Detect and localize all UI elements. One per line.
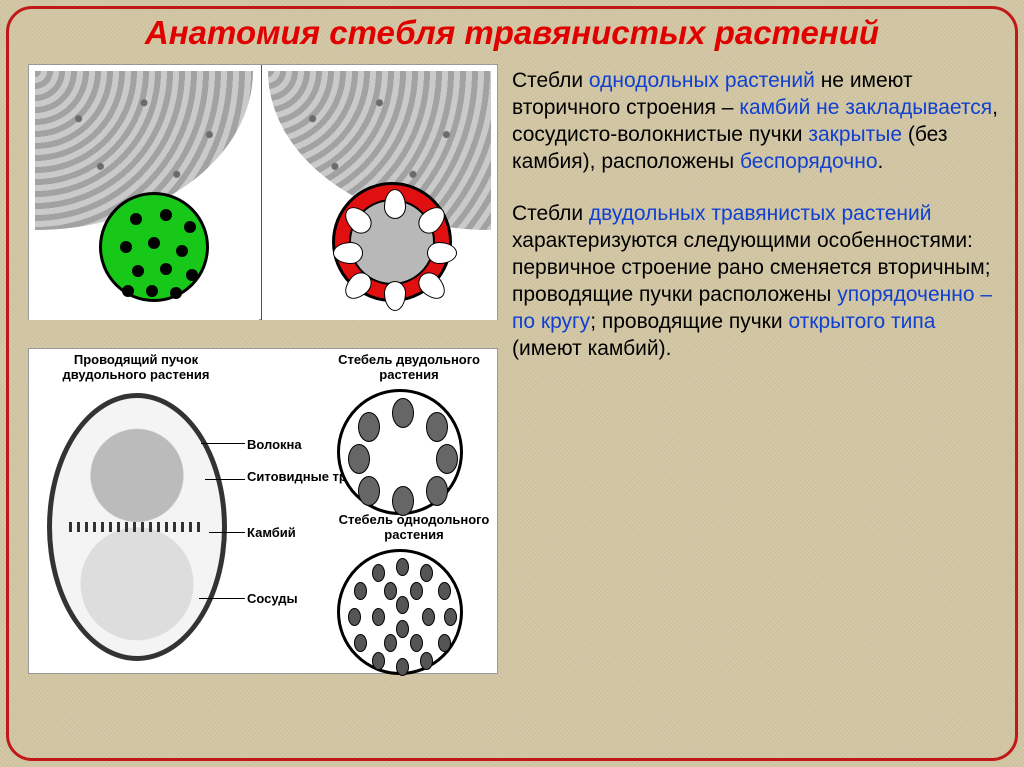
label-fibers: Волокна [247,437,302,452]
figures-column: Проводящий пучок двудольного растения Ст… [28,64,498,674]
dicot-stem-ring [337,389,463,515]
figure-cross-sections [28,64,498,320]
monocot-schematic-icon [99,192,209,302]
fig2-title-right-top: Стебель двудольного растения [329,353,489,383]
label-cambium: Камбий [247,525,296,540]
dicot-schematic-icon [332,182,452,302]
label-vessels: Сосуды [247,591,298,606]
monocot-micrograph [29,65,259,320]
fig2-title-left: Проводящий пучок двудольного растения [51,353,221,383]
monocot-stem-ring [337,549,463,675]
figure-bundle-and-stems: Проводящий пучок двудольного растения Ст… [28,348,498,674]
vascular-bundle-diagram [47,393,227,661]
fig2-title-right-bottom: Стебель однодольного растения [329,513,499,543]
dicot-micrograph [261,65,497,320]
